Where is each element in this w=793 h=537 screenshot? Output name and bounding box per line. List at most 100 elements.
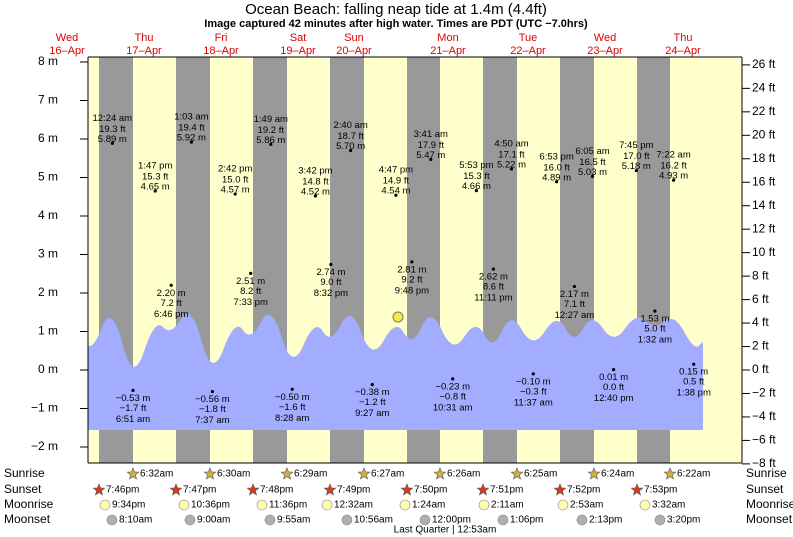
tide-ft: 15.3 ft [463,171,490,182]
row-time: 6:32am [140,469,173,480]
row-time: 1:06pm [510,515,543,526]
tide-time: 3:42 pm [298,165,332,176]
moonset-icon [576,514,588,526]
row-time: 6:27am [371,469,404,480]
day-weekday: Wed [56,32,78,44]
row-time: 9:55am [277,515,310,526]
y2-tick-label: 16 ft [752,174,776,188]
moon-phase: Last Quarter | 12:53am [394,525,497,536]
row-time: 2:53am [570,500,603,511]
row-label: Sunrise [4,466,45,480]
y-tick-label: 3 m [38,247,58,261]
tide-time: 1:47 pm [138,160,172,171]
tide-m: 2.17 m [560,289,589,300]
tide-m: 2.51 m [236,276,265,287]
y2-tick-label: 10 ft [752,245,776,259]
tide-point [249,271,253,275]
tide-time: 6:53 pm [539,151,573,162]
tide-ft: −0.3 ft [520,386,547,397]
tide-ft: 18.7 ft [337,131,364,142]
y2-tick-label: 20 ft [752,127,776,141]
sunset-icon [323,483,337,496]
tide-time: 7:45 pm [619,140,653,151]
tide-point [410,260,414,264]
tide-ft: 9.2 ft [401,274,422,285]
row-time: 7:51pm [490,485,523,496]
tide-point [131,388,135,393]
tide-ft: 15.3 ft [142,171,169,182]
y-tick-label: −2 m [31,439,58,453]
chart-title: Ocean Beach: falling neap tide at 1.4m (… [245,1,547,18]
tide-time: 10:31 am [433,402,473,413]
tide-m: −0.50 m [275,392,310,403]
row-label-right: Moonrise [746,497,793,511]
row-time: 2:11am [491,500,524,511]
tide-ft: 7.2 ft [161,298,182,309]
tide-ft: 0.5 ft [683,377,704,388]
row-label: Sunset [4,482,42,496]
tide-time: 1:03 am [174,112,208,123]
tide-time: 11:37 am [514,397,553,408]
sunset-icon [169,483,183,496]
moonrise-icon [99,499,111,511]
moonrise-icon [399,499,411,511]
tide-time: 8:32 pm [314,288,348,299]
day-weekday: Thu [674,32,693,44]
y-tick-label: 2 m [38,285,58,299]
tide-time: 12:40 pm [594,393,634,404]
tide-point [313,194,317,198]
row-time: 6:26am [447,469,480,480]
row-time: 6:30am [217,469,250,480]
moonrise-icon [557,499,569,511]
tide-time: 4:50 am [494,139,528,150]
row-time: 7:50pm [414,485,447,496]
tide-m: 5.92 m [177,133,206,144]
sunset-icon [476,483,490,496]
tide-point [612,368,616,372]
day-date: 21–Apr [430,45,466,57]
y2-tick-label: 18 ft [752,151,776,165]
tide-point [451,377,455,381]
moonset-icon [497,514,509,526]
row-label-right: Moonset [746,512,793,526]
tide-ft: −1.8 ft [199,404,226,415]
tide-m: 4.52 m [301,186,330,197]
tide-m: 4.93 m [659,171,688,182]
tide-time: 7:22 am [656,150,690,161]
tide-time: 6:46 pm [154,309,188,320]
row-time: 7:52pm [567,485,600,496]
sunrise-icon [357,467,371,480]
y-tick-label: 1 m [38,324,58,338]
y2-tick-label: 8 ft [752,268,769,282]
y2-tick-label: 26 ft [752,57,776,71]
tide-ft: 19.4 ft [178,123,205,134]
moonset-icon [654,514,666,526]
tide-point [233,192,237,196]
day-date: 19–Apr [280,45,316,57]
y2-tick-label: −8 ft [752,456,776,470]
tide-time: 9:27 am [355,408,389,419]
y-tick-label: 5 m [38,170,58,184]
tide-m: 1.53 m [640,314,669,325]
tide-m: 5.22 m [497,160,526,171]
tide-ft: 16.2 ft [660,161,687,172]
tide-point [349,148,353,153]
tide-point [590,174,595,178]
y2-tick-label: 12 ft [752,221,776,235]
row-time: 6:22am [677,469,710,480]
tide-m: 2.74 m [316,267,345,278]
day-weekday: Sat [290,32,307,44]
moonrise-icon [478,499,490,511]
tide-m: 4.57 m [221,185,250,196]
tide-point [634,168,638,173]
y-tick-label: 7 m [38,93,58,107]
y2-tick-label: 22 ft [752,104,776,118]
sunrise-icon [663,467,677,480]
tide-ft: 14.8 ft [302,176,329,187]
moonrise-icon [639,499,651,511]
moonrise-icon [321,499,333,511]
sunrise-icon [433,467,447,480]
row-time: 6:24am [601,469,634,480]
tide-m: 0.01 m [599,372,628,383]
